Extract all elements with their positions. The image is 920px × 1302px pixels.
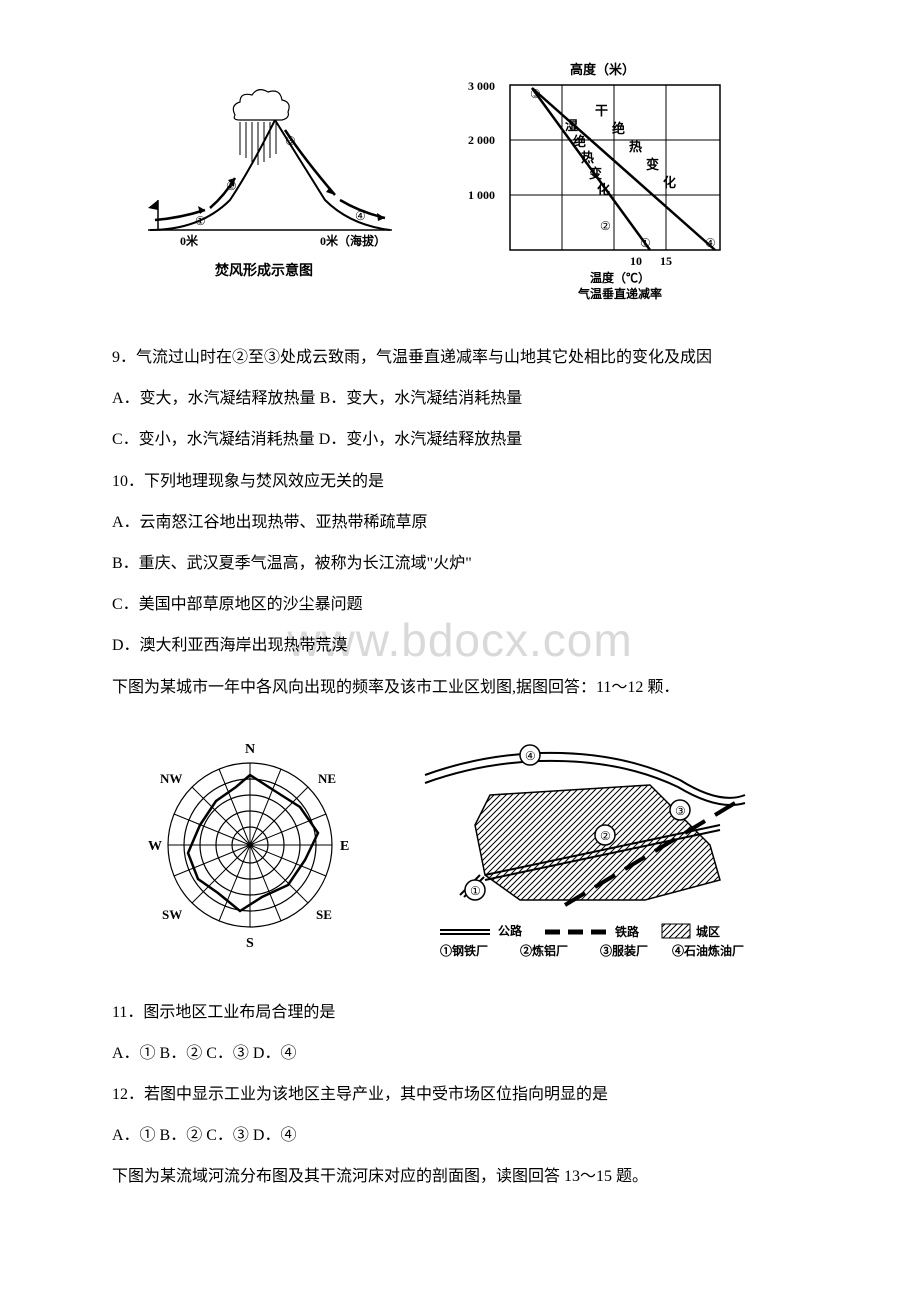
fig1-caption: 焚风形成示意图	[214, 262, 313, 279]
legend-f4: ④石油炼油厂	[672, 943, 744, 958]
dir-nw: NW	[160, 771, 182, 786]
q12-stem: 12．若图中显示工业为该地区主导产业，其中受市场区位指向明显的是	[80, 1077, 840, 1112]
top-figures: ① ② ③ ④ 0米 0米（海拔） 焚风形成示意图 高度（米）	[140, 60, 840, 320]
q12-opts: A．① B．② C．③ D．④	[80, 1118, 840, 1153]
q10-C: C．美国中部草原地区的沙尘暴问题	[80, 587, 840, 622]
dir-n: N	[245, 742, 255, 757]
q11-stem: 11．图示地区工业布局合理的是	[80, 995, 840, 1030]
dir-s: S	[246, 936, 254, 951]
q9-stem: 9．气流过山时在②至③处成云致雨，气温垂直递减率与山地其它处相比的变化及成因	[80, 340, 840, 375]
map-p3: ③	[675, 804, 686, 818]
mid-figures: N NE E SE S SW W NW	[120, 725, 840, 975]
legend-f3: ③服装厂	[600, 943, 648, 958]
zero-left: 0米	[180, 233, 199, 248]
legend-f2: ②炼铝厂	[520, 943, 568, 958]
q9-A: A．变大，水汽凝结释放热量	[112, 390, 316, 407]
map-p2: ②	[600, 829, 611, 843]
legend-rail: 铁路	[615, 924, 640, 939]
wind-rose: N NE E SE S SW W NW	[120, 725, 380, 975]
chart-p3: ③	[530, 87, 541, 101]
point-1: ①	[195, 214, 206, 228]
xlabel: 温度（℃）	[590, 270, 650, 285]
dir-ne: NE	[318, 771, 336, 786]
q11-opts: A．① B．② C．③ D．④	[80, 1036, 840, 1071]
chart-p1: ①	[640, 236, 651, 250]
q10-B: B．重庆、武汉夏季气温高，被称为长江流域"火炉"	[80, 546, 840, 581]
map-p4: ④	[525, 749, 536, 763]
point-2: ②	[226, 179, 237, 193]
point-3: ③	[285, 134, 296, 148]
dir-e: E	[340, 839, 349, 854]
dir-sw: SW	[162, 907, 182, 922]
legend-road: 公路	[498, 923, 523, 938]
dir-se: SE	[316, 907, 332, 922]
point-4: ④	[355, 209, 366, 223]
chart-p2: ②	[600, 219, 611, 233]
foehn-diagram: ① ② ③ ④ 0米 0米（海拔） 焚风形成示意图	[140, 60, 400, 320]
intro-13-15: 下图为某流域河流分布图及其干流河床对应的剖面图，读图回答 13～15 题。	[80, 1159, 840, 1194]
lapse-rate-chart: 高度（米） 3 000 2 000 1 000 10 15	[440, 60, 740, 320]
city-map: ① ② ③ ④ 公路	[420, 725, 750, 975]
wet-label: 湿 绝 热 变 化	[565, 118, 610, 197]
legend-f1: ①钢铁厂	[440, 943, 488, 958]
q10-D: D．澳大利亚西海岸出现热带荒漠	[80, 628, 840, 663]
q9-D: D．变小，水汽凝结释放热量	[319, 431, 523, 448]
q10-stem: 10．下列地理现象与焚风效应无关的是	[80, 464, 840, 499]
q10-A: A．云南怒江谷地出现热带、亚热带稀疏草原	[80, 505, 840, 540]
q9-line2: C．变小，水汽凝结消耗热量 D．变小，水汽凝结释放热量	[80, 422, 840, 457]
legend-city: 城区	[696, 924, 720, 939]
q9-line1: A．变大，水汽凝结释放热量 B．变大，水汽凝结消耗热量	[80, 381, 840, 416]
map-p1: ①	[470, 884, 481, 898]
chart-p4: ④	[705, 236, 716, 250]
intro-11-12: 下图为某城市一年中各风向出现的频率及该市工业区划图,据图回答：11～12 颗．	[80, 670, 840, 705]
xtick-10: 10	[630, 254, 642, 268]
q9-C: C．变小，水汽凝结消耗热量	[112, 431, 315, 448]
ylabel: 高度（米）	[570, 62, 635, 77]
ytick-1000: 1 000	[468, 188, 495, 202]
zero-right: 0米（海拔）	[320, 233, 386, 248]
fig2-caption: 气温垂直递减率	[577, 286, 662, 301]
ytick-3000: 3 000	[468, 79, 495, 93]
q9-B: B．变大，水汽凝结消耗热量	[320, 390, 523, 407]
dir-w: W	[148, 839, 162, 854]
xtick-15: 15	[660, 254, 672, 268]
dry-label: 干 绝 热 变 化	[595, 103, 676, 190]
ytick-2000: 2 000	[468, 133, 495, 147]
